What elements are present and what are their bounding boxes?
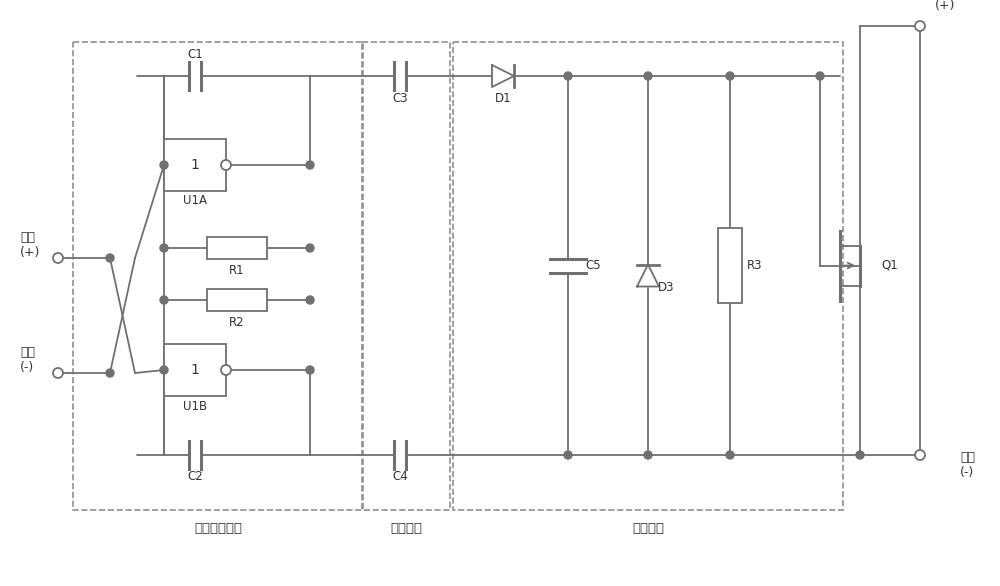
Bar: [207, 289, 267, 311]
Circle shape: [306, 366, 314, 374]
Text: 多谐振荡电路: 多谐振荡电路: [194, 522, 242, 534]
Circle shape: [644, 72, 652, 80]
Circle shape: [726, 72, 734, 80]
Circle shape: [160, 296, 168, 304]
Text: C3: C3: [392, 91, 408, 104]
Circle shape: [53, 253, 63, 263]
Text: D3: D3: [658, 281, 674, 294]
Text: U1A: U1A: [183, 195, 207, 207]
Bar: [164, 344, 226, 396]
Circle shape: [306, 296, 314, 304]
Text: Q1: Q1: [882, 259, 898, 272]
Circle shape: [564, 72, 572, 80]
Circle shape: [53, 368, 63, 378]
Circle shape: [306, 161, 314, 169]
Circle shape: [816, 72, 824, 80]
Circle shape: [160, 161, 168, 169]
Bar: [164, 139, 226, 191]
Circle shape: [644, 451, 652, 459]
Circle shape: [306, 244, 314, 252]
Text: C5: C5: [585, 259, 601, 272]
Text: 输出
(-): 输出 (-): [960, 451, 975, 479]
Text: R3: R3: [747, 259, 763, 272]
Circle shape: [915, 450, 925, 460]
Polygon shape: [492, 65, 514, 87]
Text: C2: C2: [187, 471, 203, 483]
Circle shape: [726, 451, 734, 459]
Text: 1: 1: [191, 158, 199, 172]
Text: 输入
(+): 输入 (+): [20, 231, 40, 259]
Text: 1: 1: [191, 363, 199, 377]
Circle shape: [160, 366, 168, 374]
Circle shape: [221, 160, 231, 170]
Bar: [207, 237, 267, 259]
Text: R1: R1: [229, 264, 245, 277]
Circle shape: [915, 21, 925, 31]
Text: 整流电路: 整流电路: [632, 522, 664, 534]
Text: C1: C1: [187, 47, 203, 60]
Circle shape: [106, 254, 114, 262]
Text: U1B: U1B: [183, 400, 207, 413]
Text: D1: D1: [495, 91, 511, 104]
Text: 输出
(+): 输出 (+): [935, 0, 955, 12]
Text: C4: C4: [392, 471, 408, 483]
Circle shape: [160, 244, 168, 252]
Bar: [73, 42, 363, 510]
Bar: [718, 228, 742, 303]
Polygon shape: [637, 264, 659, 287]
Circle shape: [221, 365, 231, 375]
Text: 隔离电容: 隔离电容: [390, 522, 422, 534]
Text: 输入
(-): 输入 (-): [20, 346, 35, 374]
Bar: [362, 42, 450, 510]
Circle shape: [564, 451, 572, 459]
Circle shape: [856, 451, 864, 459]
Circle shape: [106, 369, 114, 377]
Bar: [453, 42, 843, 510]
Text: R2: R2: [229, 315, 245, 329]
